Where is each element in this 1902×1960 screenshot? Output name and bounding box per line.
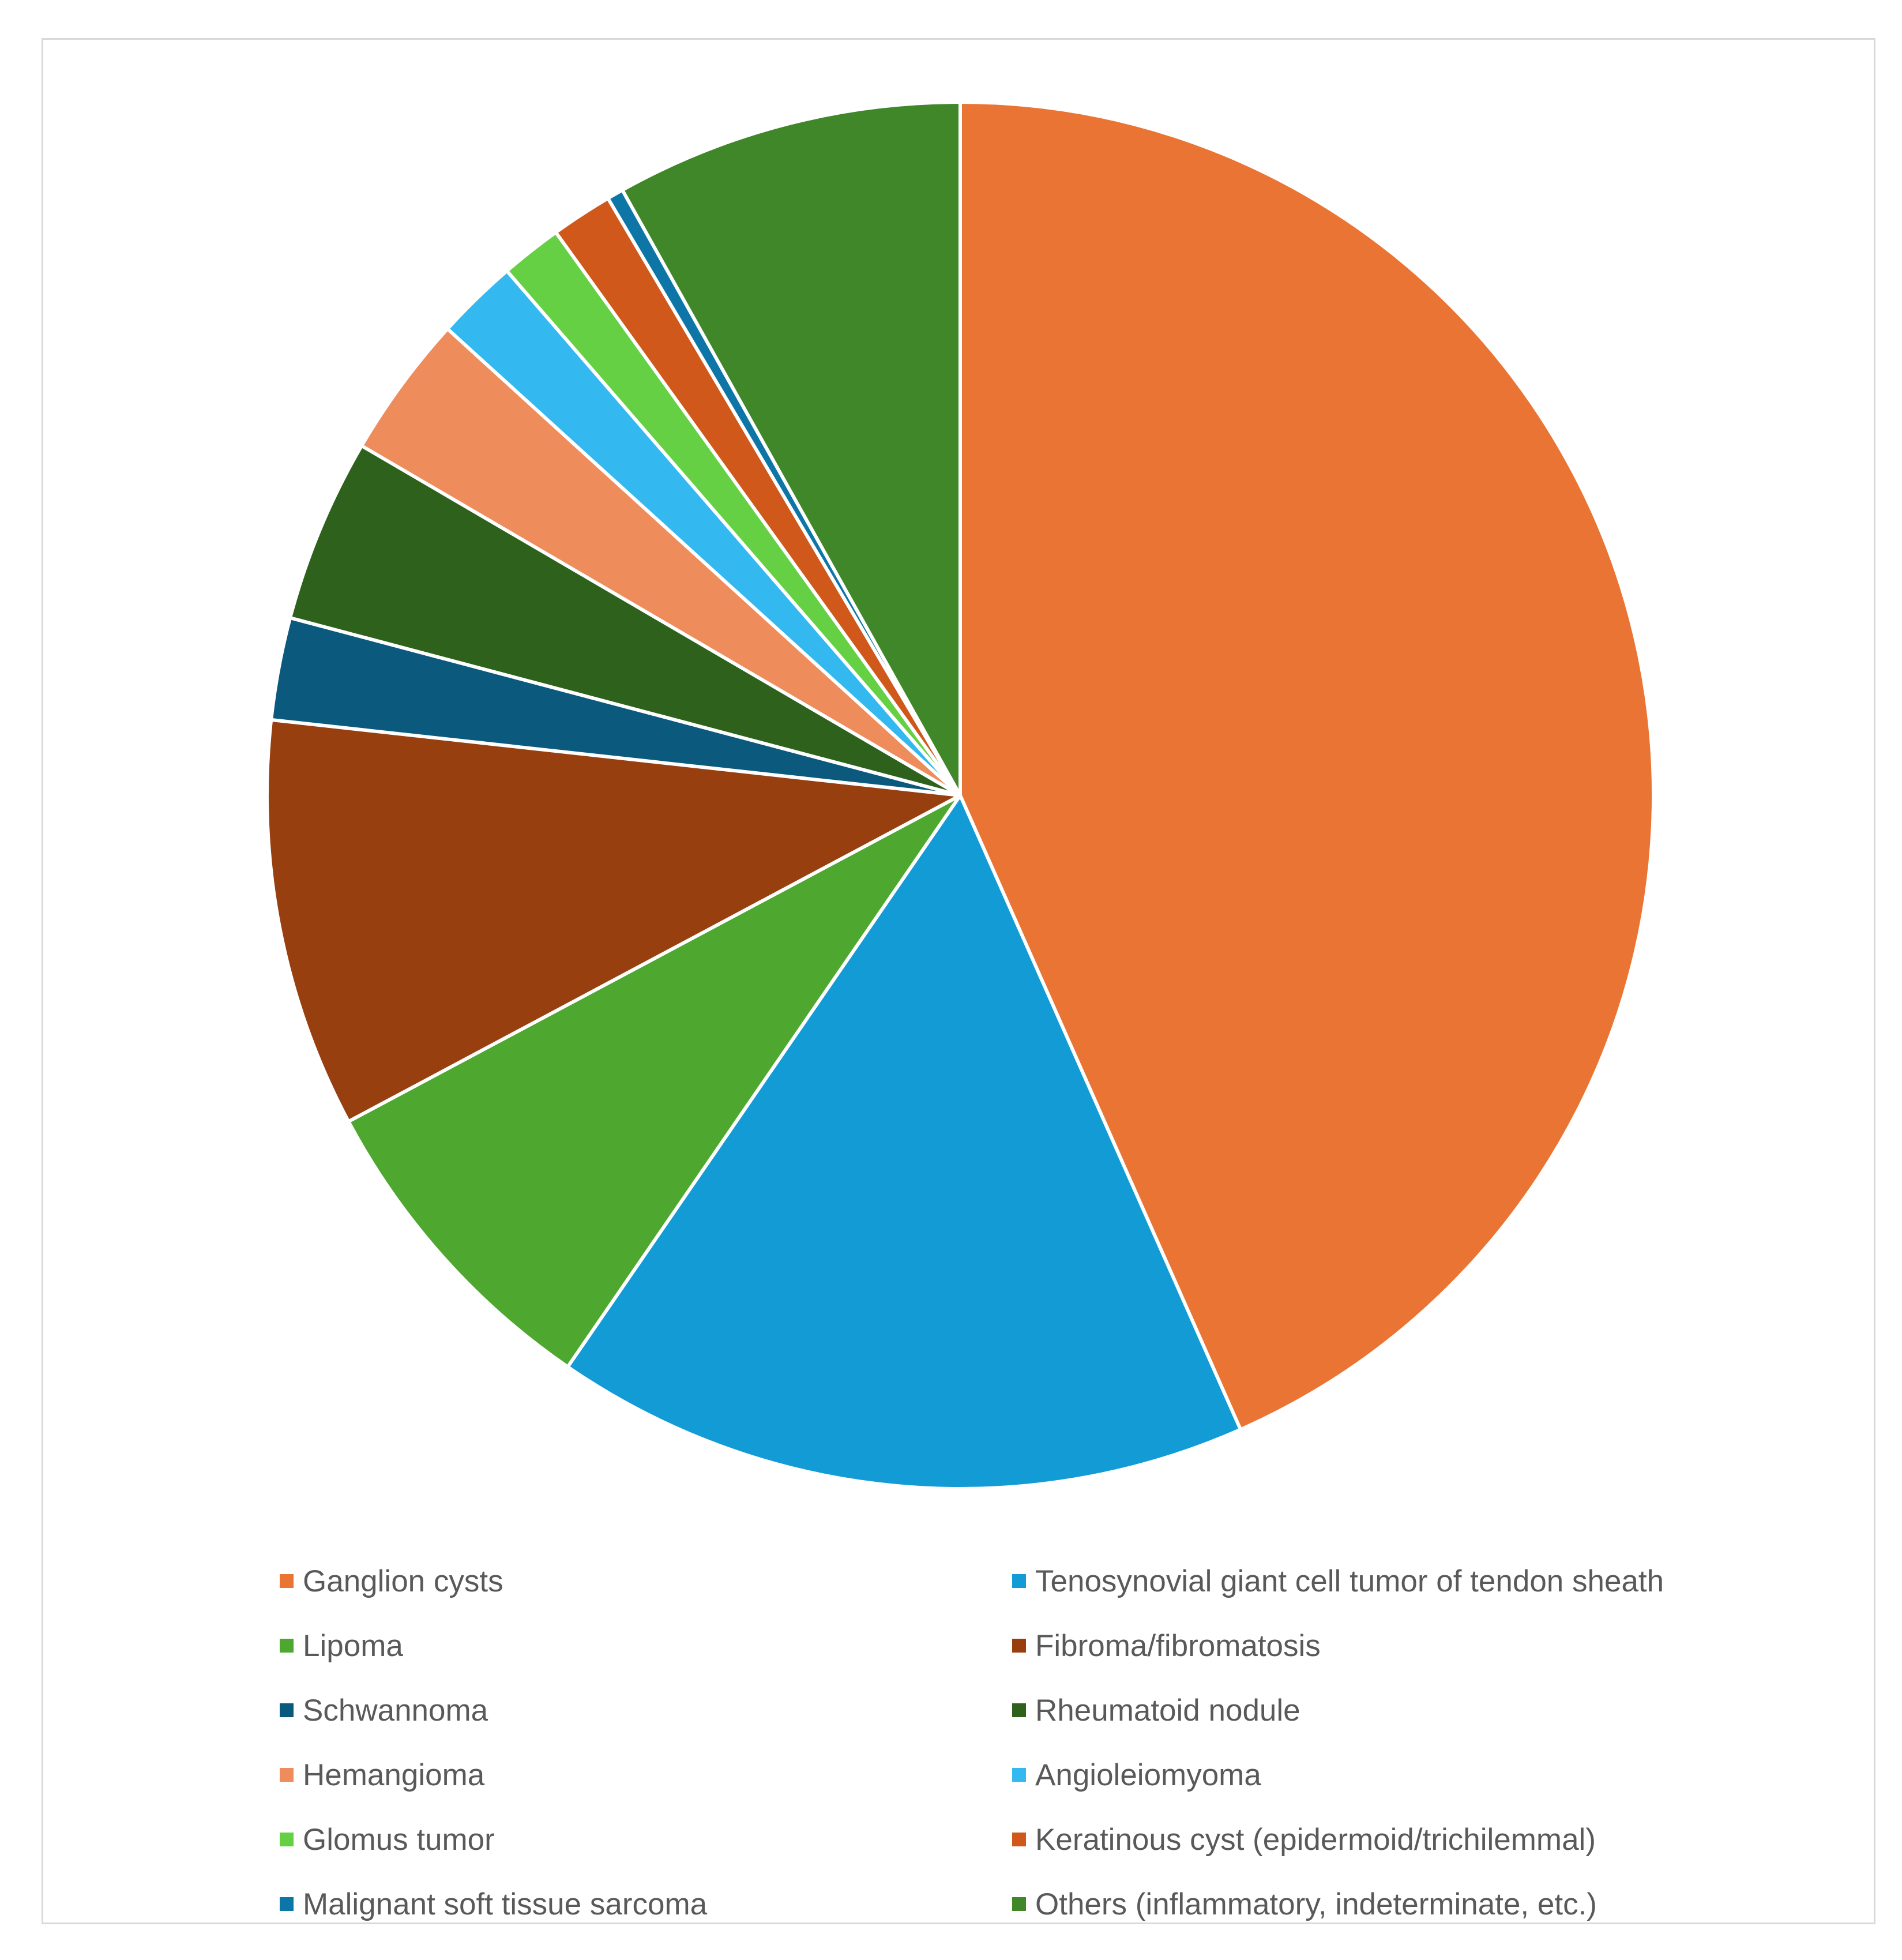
legend-swatch [1012,1703,1026,1717]
legend-label: Lipoma [303,1628,403,1663]
legend-item: Angioleiomyoma [1012,1756,1808,1793]
legend-item: Glomus tumor [280,1821,1012,1858]
legend-item: Rheumatoid nodule [1012,1692,1808,1729]
legend-item: Others (inflammatory, indeterminate, etc… [1012,1886,1808,1923]
legend-swatch [1012,1768,1026,1782]
legend-item: Schwannoma [280,1692,1012,1729]
legend-item: Lipoma [280,1627,1012,1664]
legend-label: Keratinous cyst (epidermoid/trichilemmal… [1035,1822,1596,1857]
legend-label: Glomus tumor [303,1822,495,1857]
legend-swatch [280,1639,294,1653]
legend-item: Keratinous cyst (epidermoid/trichilemmal… [1012,1821,1808,1858]
legend-label: Rheumatoid nodule [1035,1693,1300,1728]
pie-slice-2 [347,794,962,1369]
chart-frame: Ganglion cysts Tenosynovial giant cell tu… [42,38,1875,1924]
legend-swatch [1012,1833,1026,1846]
legend-label: Ganglion cysts [303,1564,503,1598]
legend-swatch [1012,1897,1026,1911]
legend-swatch [280,1768,294,1782]
legend-label: Hemangioma [303,1758,485,1792]
legend-item: Tenosynovial giant cell tumor of tendon … [1012,1563,1808,1599]
legend-label: Tenosynovial giant cell tumor of tendon … [1035,1564,1664,1598]
pie-chart [265,100,1655,1490]
pie-slice-5 [288,444,962,797]
legend-swatch [280,1703,294,1717]
pie-slice-1 [566,794,1243,1490]
pie-slice-0 [958,100,1655,1432]
legend-label: Malignant soft tissue sarcoma [303,1887,708,1921]
legend-swatch [280,1897,294,1911]
legend-item: Hemangioma [280,1756,1012,1793]
legend-swatch [1012,1639,1026,1653]
legend-item: Malignant soft tissue sarcoma [280,1886,1012,1923]
legend-item: Fibroma/fibromatosis [1012,1627,1808,1664]
legend-swatch [280,1574,294,1588]
legend-label: Fibroma/fibromatosis [1035,1628,1321,1663]
legend-label: Others (inflammatory, indeterminate, etc… [1035,1887,1597,1921]
pie-slice-3 [265,718,962,1124]
pie-slice-11 [621,100,962,797]
legend-label: Schwannoma [303,1693,488,1728]
legend-swatch [280,1833,294,1846]
legend-swatch [1012,1574,1026,1588]
legend-item: Ganglion cysts [280,1563,1012,1599]
pie-slice-6 [360,327,962,797]
legend: Ganglion cysts Tenosynovial giant cell tu… [280,1563,1808,1923]
legend-label: Angioleiomyoma [1035,1758,1261,1792]
